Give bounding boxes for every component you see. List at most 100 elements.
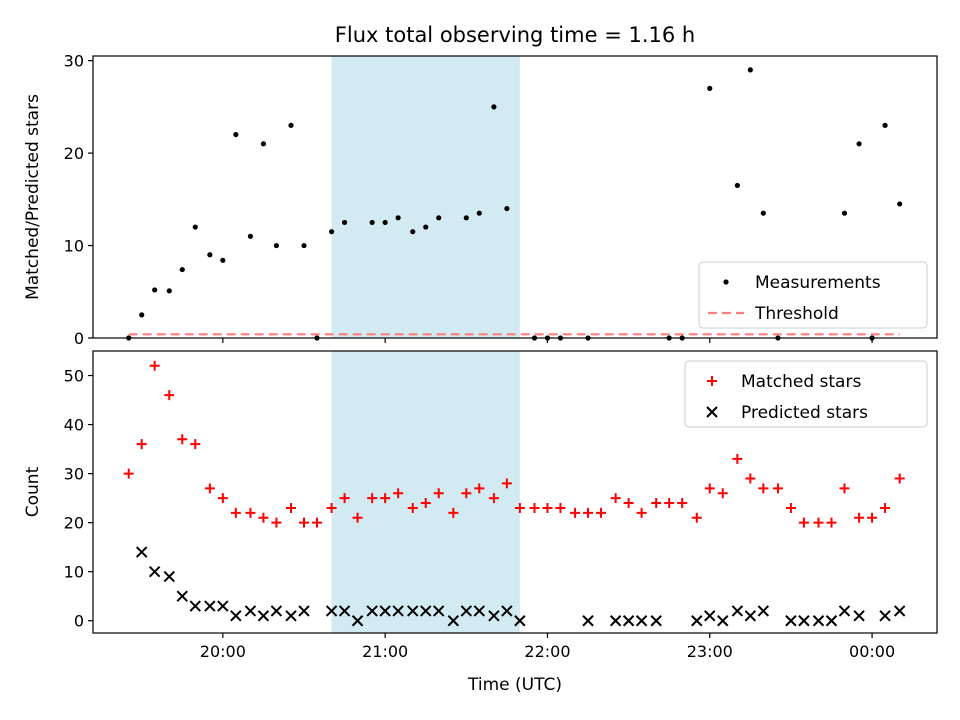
data-point <box>798 615 810 627</box>
data-point <box>299 517 309 528</box>
observing-window-span <box>331 351 520 633</box>
data-point <box>301 242 307 249</box>
data-point <box>463 215 469 221</box>
data-point <box>311 517 322 528</box>
legend-label: Predicted stars <box>741 403 868 423</box>
data-point <box>461 488 472 499</box>
data-point <box>410 229 416 235</box>
data-point <box>491 104 497 110</box>
data-point <box>351 615 364 627</box>
data-point <box>812 615 825 627</box>
legend: Measurements Threshold <box>698 261 928 329</box>
y-tick-label: 10 <box>64 563 84 582</box>
data-point <box>488 493 499 504</box>
data-point <box>433 488 444 499</box>
data-point <box>717 615 729 627</box>
data-point <box>230 507 241 518</box>
data-point <box>176 590 188 602</box>
y-tick-label: 40 <box>64 416 84 435</box>
data-point <box>879 610 891 622</box>
data-point <box>677 498 688 509</box>
legend-marker <box>723 279 729 285</box>
data-point <box>423 224 429 230</box>
data-point <box>245 507 256 518</box>
data-point <box>826 517 837 528</box>
data-point <box>382 219 388 226</box>
data-point <box>732 453 743 464</box>
data-point <box>691 512 702 523</box>
data-point <box>407 605 419 617</box>
chart-title: Flux total observing time = 1.16 h <box>335 23 695 47</box>
bottom-panel: 0 10 20 30 40 50 20:00 21:00 22:00 23:00 00:00 Coun… <box>23 350 938 661</box>
y-tick-label: 50 <box>64 367 84 386</box>
data-point <box>192 224 198 230</box>
observing-window-span <box>331 56 520 338</box>
data-point <box>392 605 404 617</box>
data-point <box>367 493 378 504</box>
data-point <box>189 600 201 612</box>
data-point <box>260 141 267 147</box>
data-point <box>148 565 161 578</box>
data-point <box>570 507 581 518</box>
x-tick-label: 23:00 <box>687 642 733 661</box>
y-tick-label: 20 <box>64 514 84 533</box>
data-point <box>338 605 351 617</box>
data-point <box>339 493 350 504</box>
y-tick-label: 20 <box>64 144 84 163</box>
data-point <box>704 483 715 494</box>
legend-frame <box>698 261 928 329</box>
axes-frame <box>92 350 938 634</box>
data-point <box>230 610 242 622</box>
data-point <box>635 615 648 627</box>
data-point <box>760 210 766 216</box>
data-point <box>217 600 229 612</box>
data-point <box>636 507 647 518</box>
data-point <box>123 468 134 479</box>
data-point <box>271 517 282 528</box>
data-point <box>596 507 607 518</box>
data-point <box>476 210 482 216</box>
data-point <box>582 615 594 627</box>
data-point <box>880 502 891 513</box>
x-tick-label: 20:00 <box>200 642 246 661</box>
data-point <box>447 615 460 627</box>
data-point <box>395 215 401 221</box>
legend-frame <box>684 360 928 428</box>
data-point <box>838 605 851 617</box>
data-point <box>139 312 145 318</box>
legend: Matched stars Predicted stars <box>684 360 928 428</box>
data-point <box>758 483 769 494</box>
data-point <box>734 182 740 189</box>
data-point <box>757 605 770 617</box>
data-point <box>664 498 675 509</box>
series-measurements <box>126 67 903 341</box>
data-point <box>488 610 500 622</box>
data-point <box>207 252 213 258</box>
legend-label: Matched stars <box>741 372 861 392</box>
data-point <box>244 605 257 617</box>
top-panel: 0 10 20 30 Matched/Predicted stars Measuremen… <box>23 52 938 348</box>
data-point <box>204 483 215 494</box>
data-point <box>473 605 485 617</box>
data-point <box>379 605 391 617</box>
data-point <box>460 605 473 617</box>
y-tick-label: 0 <box>74 612 84 631</box>
data-point <box>273 242 280 249</box>
x-tick-label: 21:00 <box>362 642 408 661</box>
data-point <box>514 615 526 627</box>
data-point <box>380 493 391 504</box>
data-point <box>704 610 716 622</box>
data-point <box>622 615 635 627</box>
data-point <box>501 605 513 617</box>
data-point <box>135 546 148 558</box>
data-point <box>542 502 553 513</box>
data-point <box>204 600 216 612</box>
data-point <box>785 615 797 627</box>
data-point <box>448 507 459 518</box>
series-predicted-stars <box>135 546 906 627</box>
legend-marker <box>706 406 718 418</box>
data-point <box>217 493 228 504</box>
data-point <box>352 512 363 523</box>
data-point <box>190 439 201 450</box>
